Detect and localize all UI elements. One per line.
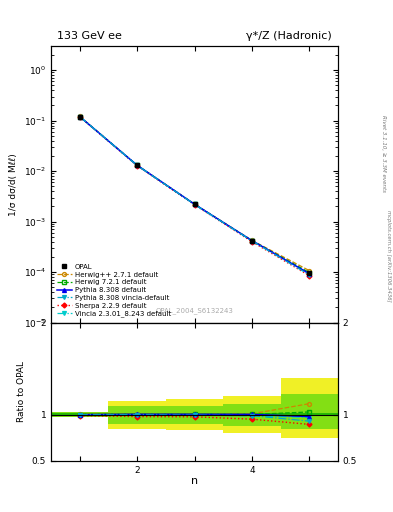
Pythia 8.308 vincia-default: [192, 201, 197, 207]
Herwig 7.2.1 default: [250, 238, 254, 244]
Pythia 8.308 vincia-default: [77, 114, 82, 120]
Herwig 7.2.1 default: [135, 162, 140, 168]
Pythia 8.308 default: [192, 201, 197, 207]
Vincia 2.3.01_8.243 default: [307, 271, 312, 277]
Line: Pythia 8.308 default: Pythia 8.308 default: [78, 115, 311, 275]
Line: Pythia 8.308 vincia-default: Pythia 8.308 vincia-default: [78, 115, 311, 277]
Pythia 8.308 vincia-default: [250, 238, 254, 244]
Herwig++ 2.7.1 default: [250, 237, 254, 243]
Sherpa 2.2.9 default: [135, 163, 140, 169]
Vincia 2.3.01_8.243 default: [250, 238, 254, 244]
Pythia 8.308 default: [135, 162, 140, 168]
Pythia 8.308 vincia-default: [307, 272, 312, 278]
Pythia 8.308 default: [307, 271, 312, 277]
Vincia 2.3.01_8.243 default: [192, 201, 197, 207]
Herwig++ 2.7.1 default: [77, 113, 82, 119]
Text: Rivet 3.1.10, ≥ 3.3M events: Rivet 3.1.10, ≥ 3.3M events: [381, 115, 386, 192]
Y-axis label: 1/σ dσ/d( Mℓℓ): 1/σ dσ/d( Mℓℓ): [9, 153, 18, 216]
Y-axis label: Ratio to OPAL: Ratio to OPAL: [17, 361, 26, 422]
Herwig++ 2.7.1 default: [307, 268, 312, 274]
Pythia 8.308 default: [250, 238, 254, 244]
Text: 133 GeV ee: 133 GeV ee: [57, 31, 122, 40]
X-axis label: n: n: [191, 476, 198, 486]
Line: Herwig 7.2.1 default: Herwig 7.2.1 default: [78, 115, 311, 274]
Line: Herwig++ 2.7.1 default: Herwig++ 2.7.1 default: [78, 115, 311, 272]
Herwig++ 2.7.1 default: [192, 201, 197, 207]
Sherpa 2.2.9 default: [250, 239, 254, 245]
Text: γ*/Z (Hadronic): γ*/Z (Hadronic): [246, 31, 332, 40]
Herwig 7.2.1 default: [192, 201, 197, 207]
Line: Vincia 2.3.01_8.243 default: Vincia 2.3.01_8.243 default: [78, 115, 311, 276]
Pythia 8.308 default: [77, 114, 82, 120]
Text: OPAL_2004_S6132243: OPAL_2004_S6132243: [156, 308, 233, 314]
Sherpa 2.2.9 default: [192, 202, 197, 208]
Legend: OPAL, Herwig++ 2.7.1 default, Herwig 7.2.1 default, Pythia 8.308 default, Pythia: OPAL, Herwig++ 2.7.1 default, Herwig 7.2…: [55, 262, 173, 319]
Vincia 2.3.01_8.243 default: [77, 114, 82, 120]
Herwig++ 2.7.1 default: [135, 162, 140, 168]
Vincia 2.3.01_8.243 default: [135, 162, 140, 168]
Sherpa 2.2.9 default: [77, 114, 82, 120]
Text: mcplots.cern.ch [arXiv:1306.3436]: mcplots.cern.ch [arXiv:1306.3436]: [386, 210, 391, 302]
Pythia 8.308 vincia-default: [135, 162, 140, 168]
Herwig 7.2.1 default: [77, 114, 82, 120]
Sherpa 2.2.9 default: [307, 272, 312, 279]
Line: Sherpa 2.2.9 default: Sherpa 2.2.9 default: [78, 115, 311, 278]
Herwig 7.2.1 default: [307, 269, 312, 275]
